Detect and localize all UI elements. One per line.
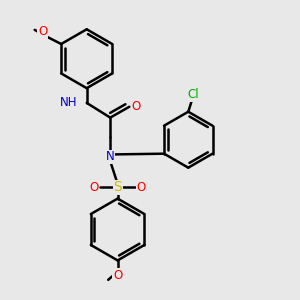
Text: Cl: Cl [188, 88, 199, 101]
Text: O: O [89, 181, 99, 194]
Text: O: O [113, 269, 122, 282]
Text: O: O [38, 26, 47, 38]
Text: S: S [113, 180, 122, 194]
Text: N: N [106, 150, 115, 163]
Text: O: O [131, 100, 140, 113]
Text: O: O [136, 181, 146, 194]
Text: NH: NH [60, 96, 78, 110]
